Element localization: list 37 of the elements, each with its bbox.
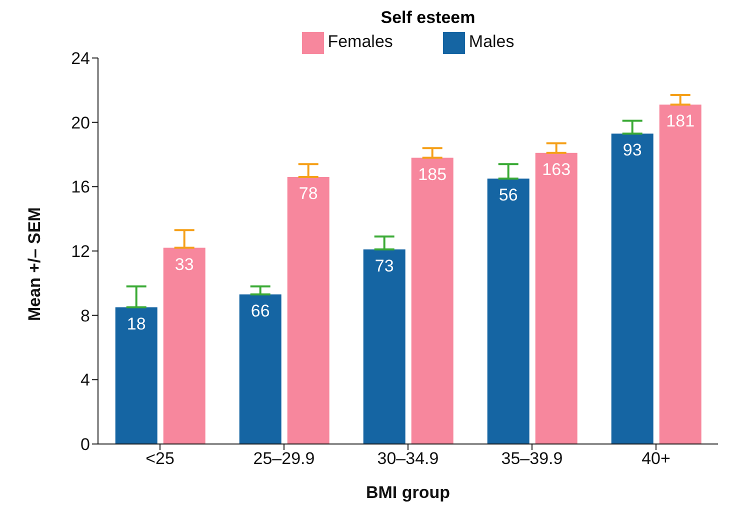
annotation: 56 <box>498 186 518 205</box>
x-tick-label: 25–29.9 <box>253 449 315 468</box>
chart-title: Self esteem <box>380 8 476 29</box>
annotation: 73 <box>374 256 394 276</box>
annotation: 185 <box>418 164 447 184</box>
y-axis-title: Mean +/– SEM <box>25 207 44 321</box>
legend-label: Males <box>468 32 514 52</box>
bar <box>487 178 530 444</box>
annotation: 78 <box>298 184 318 204</box>
bar <box>535 152 578 444</box>
bar <box>287 177 330 444</box>
y-tick-label: 4 <box>80 370 90 390</box>
bar <box>115 307 158 444</box>
annotation: 33 <box>174 254 194 274</box>
annotation: 18 <box>126 314 146 334</box>
bar <box>411 158 454 444</box>
y-tick-label: 8 <box>80 306 90 326</box>
y-tick-label: 0 <box>80 435 90 454</box>
x-tick-label: <25 <box>146 449 174 468</box>
bar <box>611 134 654 444</box>
annotation: 93 <box>622 140 642 160</box>
x-axis-title: BMI group <box>366 483 450 502</box>
y-tick-label: 20 <box>71 113 90 132</box>
bar <box>659 104 702 444</box>
bar <box>239 294 282 444</box>
y-tick-label: 16 <box>71 178 90 197</box>
x-tick-label: 30–34.9 <box>377 449 439 468</box>
x-tick-label: 35–39.9 <box>501 449 563 468</box>
x-tick-label: 40+ <box>642 449 670 468</box>
annotation: 181 <box>666 112 695 131</box>
legend-label: Females <box>328 32 393 52</box>
annotation: 163 <box>542 160 571 179</box>
bar <box>163 248 206 444</box>
annotation: 66 <box>250 301 270 320</box>
y-tick-label: 12 <box>71 242 90 262</box>
y-tick-label: 24 <box>71 49 90 68</box>
bar <box>363 249 406 444</box>
